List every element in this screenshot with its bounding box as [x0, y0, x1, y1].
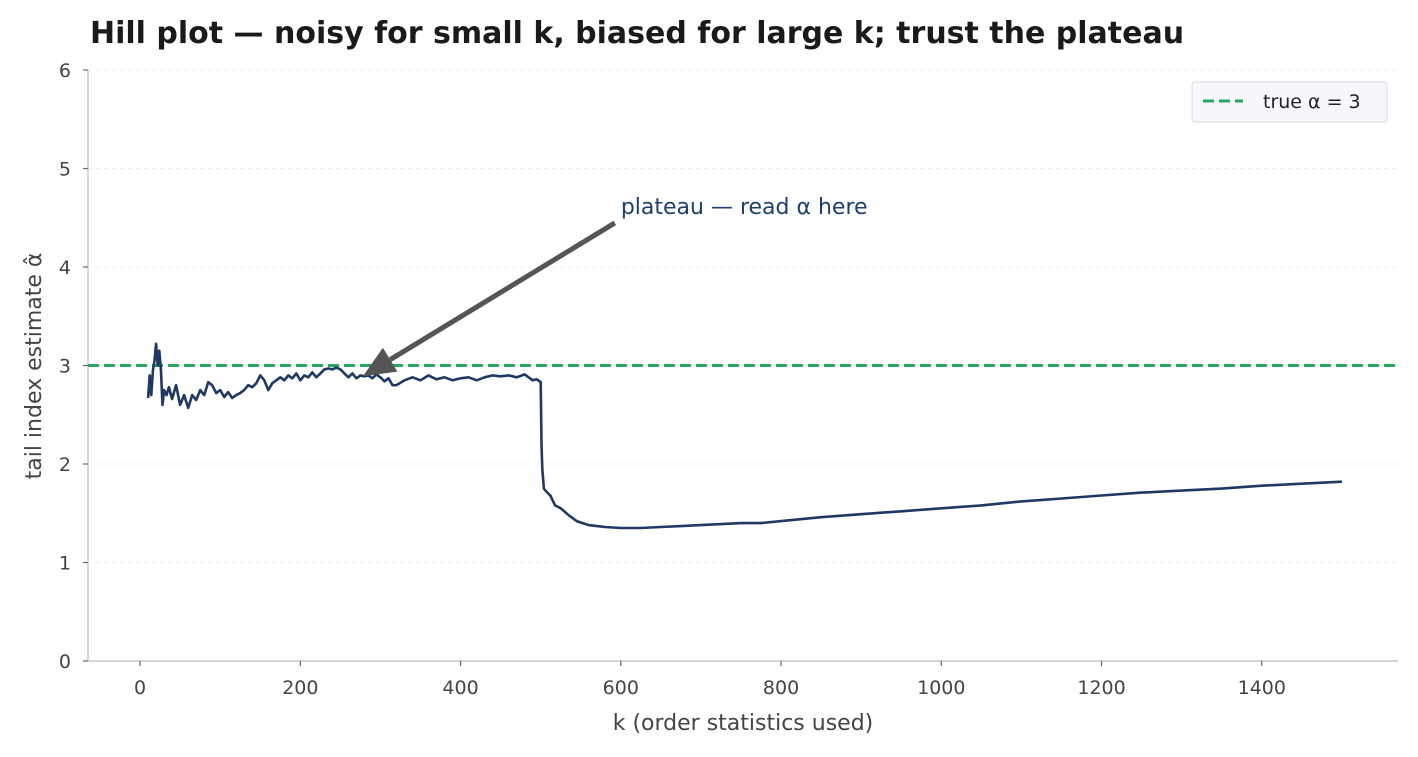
y-tick-label: 2 [59, 454, 71, 476]
y-tick-label: 0 [59, 651, 71, 673]
legend-label: true α = 3 [1263, 91, 1361, 113]
legend: true α = 3 [1191, 81, 1388, 123]
x-tick-label: 600 [603, 677, 639, 699]
y-tick-label: 1 [59, 553, 71, 575]
y-tick-label: 6 [59, 60, 71, 82]
y-axis-label: tail index estimate α̂ [22, 253, 47, 480]
x-tick-label: 1000 [917, 677, 965, 699]
x-tick-label: 0 [134, 677, 146, 699]
annotation-arrow-shaft [388, 220, 617, 362]
x-axis-label: k (order statistics used) [613, 711, 874, 736]
x-tick-label: 800 [763, 677, 799, 699]
annotation-text: plateau — read α here [621, 195, 868, 220]
x-ticks: 0 200 400 600 800 1000 1200 1400 [134, 661, 1286, 699]
x-tick-label: 200 [282, 677, 318, 699]
y-ticks: 0 1 2 3 4 5 6 [59, 60, 88, 673]
x-tick-label: 1400 [1238, 677, 1286, 699]
x-tick-label: 400 [442, 677, 478, 699]
annotation-arrow-head [362, 347, 398, 377]
y-tick-label: 5 [59, 159, 71, 181]
legend-box [1191, 81, 1388, 123]
hill-estimate-line [146, 342, 1342, 530]
y-tick-label: 3 [59, 356, 71, 378]
x-tick-label: 1200 [1077, 677, 1125, 699]
chart-title: Hill plot — noisy for small k, biased fo… [90, 16, 1184, 51]
y-tick-label: 4 [59, 257, 71, 279]
